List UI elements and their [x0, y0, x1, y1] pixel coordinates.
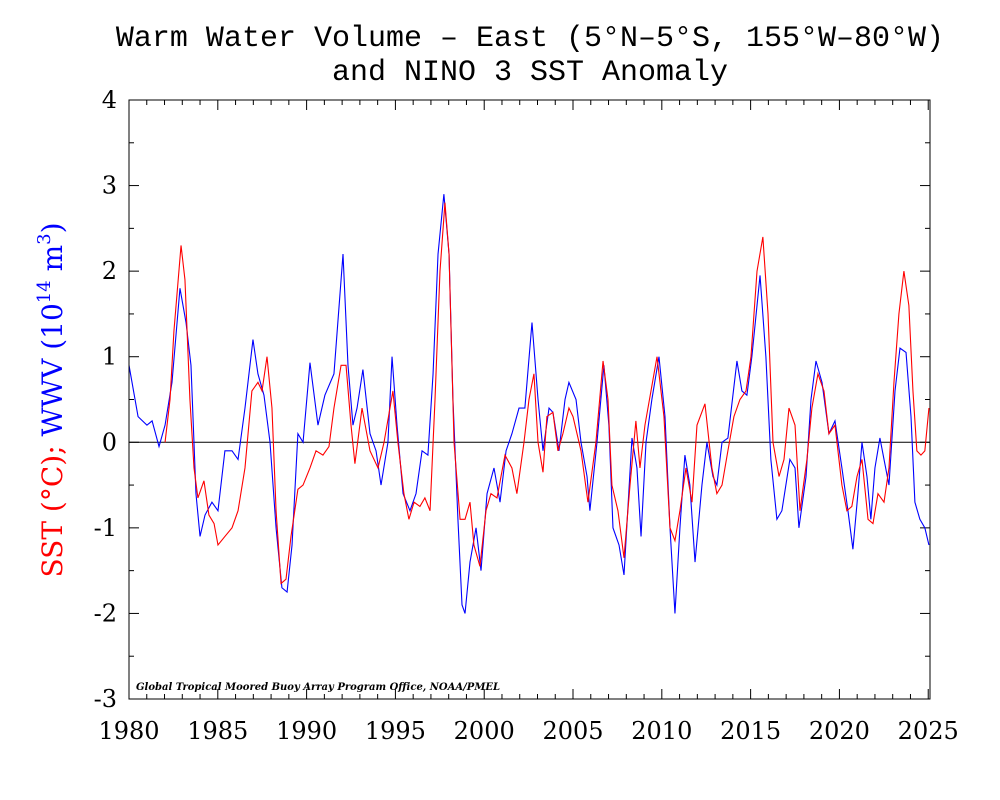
y-label-wwv: WWV (10 — [36, 303, 69, 445]
y-label-sst: SST (°C); — [36, 445, 69, 577]
x-tick-label: 2000 — [454, 717, 515, 745]
y-label-unit-exp: 3 — [34, 233, 55, 244]
chart-subtitle: and NINO 3 SST Anomaly — [332, 56, 728, 90]
y-tick-label: -3 — [94, 685, 117, 713]
x-tick-label: 2015 — [720, 717, 781, 745]
y-tick-label: 2 — [102, 257, 117, 285]
x-tick-label: 1990 — [276, 717, 337, 745]
y-tick-label: -1 — [94, 514, 117, 542]
credit: Global Tropical Moored Buoy Array Progra… — [136, 682, 500, 693]
y-tick-label: 4 — [102, 86, 117, 114]
x-tick-label: 1995 — [365, 717, 426, 745]
y-tick-label: 1 — [102, 343, 117, 371]
x-tick-label: 2020 — [809, 717, 870, 745]
y-tick-label: 0 — [102, 428, 117, 456]
y-label-close: ) — [36, 222, 69, 233]
y-tick-label: 3 — [102, 172, 117, 200]
x-tick-label: 1985 — [187, 717, 248, 745]
x-tick-label: 2025 — [898, 717, 959, 745]
chart-title: Warm Water Volume – East (5°N–5°S, 155°W… — [116, 22, 944, 56]
y-label-exp: 14 — [34, 280, 55, 303]
x-tick-label: 1980 — [98, 717, 159, 745]
y-axis-label: SST (°C); WWV (1014 m3) — [34, 222, 69, 577]
plot-frame — [128, 99, 931, 700]
series-line — [128, 194, 930, 614]
y-tick-label: -2 — [94, 599, 117, 627]
series-line — [164, 202, 930, 585]
x-tick-label: 2010 — [631, 717, 692, 745]
y-label-unit: m — [36, 245, 69, 280]
x-tick-label: 2005 — [542, 717, 603, 745]
